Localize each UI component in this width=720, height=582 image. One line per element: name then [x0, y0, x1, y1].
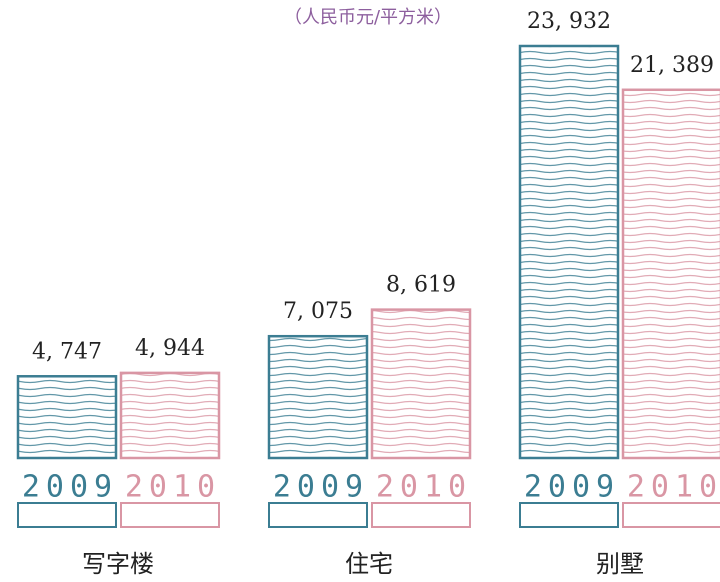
series-label: 2010 [376, 470, 472, 505]
bar [267, 334, 369, 460]
bar [370, 308, 472, 460]
value-label: 21, 389 [630, 53, 714, 78]
legend-box [519, 502, 619, 528]
legend-box [268, 502, 368, 528]
legend-box [622, 502, 720, 528]
bar [16, 375, 118, 460]
value-label: 23, 932 [527, 9, 611, 34]
chart-subtitle: （人民币元/平方米） [284, 7, 452, 28]
series-label: 2009 [524, 470, 620, 505]
value-label: 4, 944 [135, 336, 205, 361]
legend-box [120, 502, 220, 528]
legend-box [371, 502, 471, 528]
category-label: 写字楼 [82, 550, 154, 578]
category-label: 别墅 [596, 550, 644, 578]
bar [621, 88, 720, 460]
series-label: 2009 [22, 470, 118, 505]
series-label: 2010 [125, 470, 221, 505]
value-label: 4, 747 [32, 339, 102, 364]
value-label: 7, 075 [283, 299, 353, 324]
series-label: 2009 [273, 470, 369, 505]
value-label: 8, 619 [386, 273, 456, 298]
bar [518, 44, 620, 460]
bar [119, 371, 221, 460]
series-label: 2010 [627, 470, 720, 505]
legend-box [17, 502, 117, 528]
category-label: 住宅 [345, 550, 393, 578]
